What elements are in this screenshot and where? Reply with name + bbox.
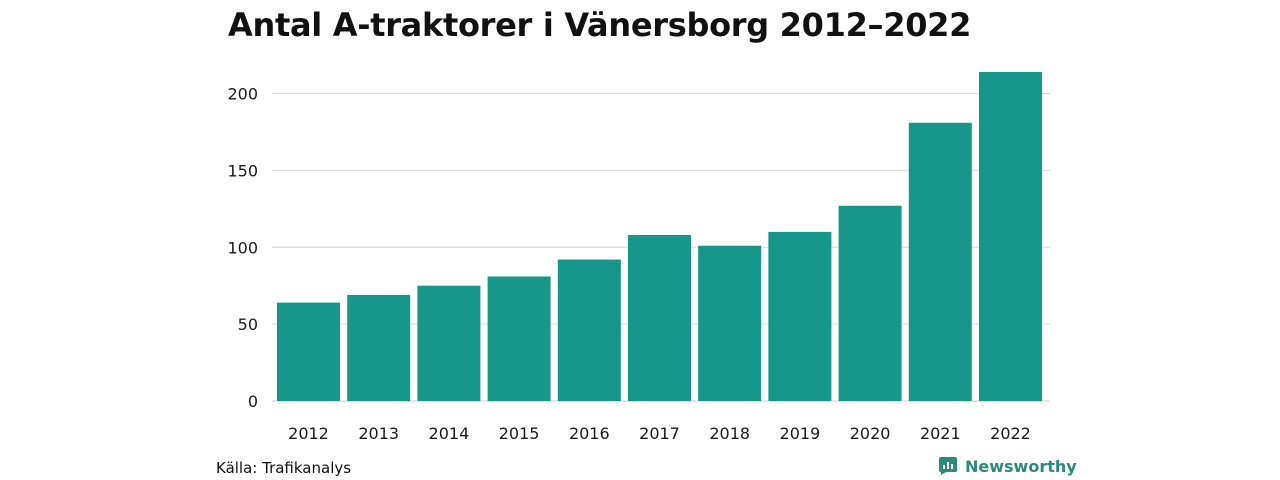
x-tick-label: 2020 xyxy=(850,424,891,443)
y-tick-label: 200 xyxy=(227,85,258,104)
bar xyxy=(838,205,902,401)
brand-name: Newsworthy xyxy=(965,456,1077,476)
bar xyxy=(557,259,621,401)
x-tick-label: 2012 xyxy=(288,424,329,443)
y-tick-label: 50 xyxy=(238,315,258,334)
bar xyxy=(628,234,691,401)
bar xyxy=(768,231,832,401)
bar xyxy=(417,285,481,401)
brand-logo: Newsworthy xyxy=(938,456,1077,476)
bar xyxy=(908,122,972,401)
bar xyxy=(277,302,340,401)
x-tick-label: 2022 xyxy=(990,424,1031,443)
bar xyxy=(979,72,1042,401)
chart-title: Antal A-traktorer i Vänersborg 2012–2022 xyxy=(228,6,972,44)
y-tick-label: 150 xyxy=(227,161,258,180)
newsworthy-logo-icon xyxy=(939,457,957,475)
y-tick-label: 0 xyxy=(248,392,258,411)
bar xyxy=(698,245,762,401)
x-tick-label: 2019 xyxy=(780,424,821,443)
x-tick-label: 2013 xyxy=(358,424,399,443)
y-tick-label: 100 xyxy=(227,238,258,257)
x-tick-label: 2021 xyxy=(920,424,961,443)
x-tick-label: 2016 xyxy=(569,424,610,443)
source-note: Källa: Trafikanalys xyxy=(216,459,352,477)
x-tick-label: 2015 xyxy=(499,424,540,443)
bar xyxy=(347,294,411,401)
x-tick-label: 2018 xyxy=(709,424,750,443)
x-tick-label: 2017 xyxy=(639,424,680,443)
bar xyxy=(487,276,551,401)
x-tick-label: 2014 xyxy=(429,424,470,443)
